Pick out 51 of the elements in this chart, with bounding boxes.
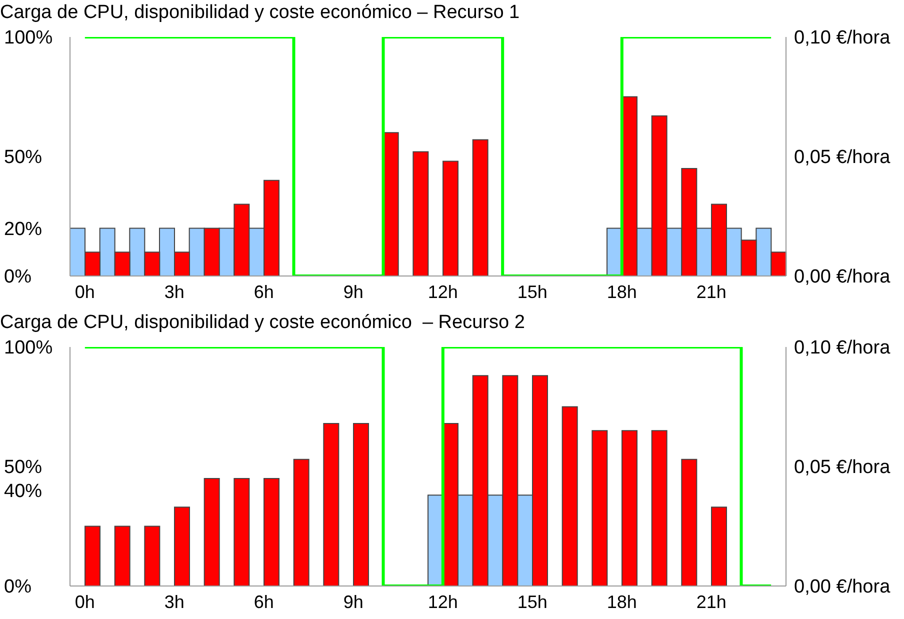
bar <box>681 458 698 586</box>
y2-tick-label: 0,00 €/hora <box>794 266 891 288</box>
x-tick-label: 9h <box>343 282 364 302</box>
bar <box>442 160 458 276</box>
bar <box>264 478 280 586</box>
bar <box>234 478 250 586</box>
bar <box>204 478 220 586</box>
y2-tick-label: 0,10 €/hora <box>794 338 891 359</box>
chart-title: Carga de CPU, disponibilidad y coste económico – Recurso 1 <box>0 2 520 24</box>
y-tick-label: 50% <box>4 457 42 478</box>
bar <box>293 458 310 586</box>
y2-tick-label: 0,00 €/hora <box>794 576 891 598</box>
x-tick-label: 0h <box>74 282 95 302</box>
x-tick-label: 15h <box>517 282 548 302</box>
x-tick-label: 9h <box>343 592 364 612</box>
x-tick-label: 6h <box>254 282 274 302</box>
y-tick-label: 100% <box>4 28 53 49</box>
y-tick-label: 20% <box>4 218 42 240</box>
x-tick-label: 0h <box>74 592 95 612</box>
x-tick-label: 12h <box>428 282 458 302</box>
x-tick-label: 21h <box>696 592 726 612</box>
y2-tick-label: 0,05 €/hora <box>794 147 891 168</box>
bar <box>174 506 190 586</box>
x-tick-label: 18h <box>606 592 637 612</box>
y2-tick-label: 0,10 €/hora <box>794 28 891 49</box>
bar <box>353 422 369 586</box>
x-tick-label: 6h <box>254 592 274 612</box>
bar <box>562 406 578 586</box>
bar <box>412 151 429 276</box>
bar <box>622 430 638 586</box>
bar <box>711 506 727 586</box>
x-tick-label: 18h <box>606 282 637 302</box>
y-tick-label: 40% <box>4 481 42 502</box>
x-tick-label: 21h <box>696 282 726 302</box>
bar <box>114 526 130 586</box>
y-tick-label: 0% <box>4 576 32 598</box>
bar <box>84 526 100 586</box>
x-tick-label: 12h <box>428 592 458 612</box>
bar <box>592 430 608 586</box>
bar <box>323 422 340 586</box>
x-tick-label: 3h <box>164 592 184 612</box>
bar <box>144 526 160 586</box>
bar <box>472 139 488 276</box>
x-tick-label: 15h <box>517 592 548 612</box>
y-tick-label: 0% <box>4 266 32 288</box>
y2-tick-label: 0,05 €/hora <box>794 457 891 478</box>
x-tick-label: 3h <box>164 282 184 302</box>
chart-title: Carga de CPU, disponibilidad y coste económico – Recurso 2 <box>0 312 525 334</box>
y-tick-label: 100% <box>4 338 53 359</box>
y-tick-label: 50% <box>4 147 42 168</box>
bar <box>651 430 668 586</box>
